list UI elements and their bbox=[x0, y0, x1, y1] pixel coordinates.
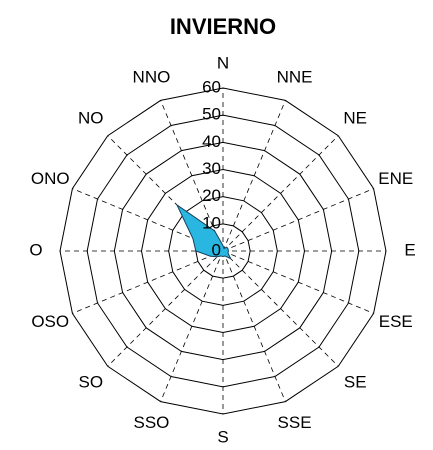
chart-title: INVIERNO bbox=[170, 14, 276, 39]
spoke bbox=[222, 135, 339, 252]
r-tick-label: 10 bbox=[202, 213, 221, 232]
spoke bbox=[222, 250, 374, 314]
direction-label: ENE bbox=[378, 169, 413, 188]
spoke bbox=[222, 250, 339, 367]
spoke bbox=[222, 250, 286, 402]
spoke bbox=[222, 100, 286, 252]
direction-label: NNO bbox=[133, 68, 171, 87]
direction-label: ONO bbox=[31, 169, 70, 188]
spoke bbox=[160, 100, 224, 252]
direction-label: NO bbox=[78, 108, 104, 127]
r-tick-label: 40 bbox=[202, 132, 221, 151]
direction-label: S bbox=[217, 427, 228, 446]
data-area bbox=[175, 203, 232, 260]
r-tick-label: 0 bbox=[212, 240, 221, 259]
spoke bbox=[160, 250, 224, 402]
direction-label: SE bbox=[344, 373, 367, 392]
direction-label: O bbox=[29, 240, 42, 259]
direction-label: N bbox=[217, 53, 229, 72]
direction-label: NNE bbox=[277, 68, 313, 87]
direction-label: OSO bbox=[31, 312, 69, 331]
spoke bbox=[107, 250, 224, 367]
direction-label: SSO bbox=[133, 413, 169, 432]
spoke bbox=[222, 188, 374, 252]
direction-label: E bbox=[404, 240, 415, 259]
r-tick-label: 50 bbox=[202, 105, 221, 124]
direction-label: SSE bbox=[278, 413, 312, 432]
spoke bbox=[72, 250, 224, 314]
direction-label: NE bbox=[343, 108, 367, 127]
direction-label: SO bbox=[78, 373, 103, 392]
r-tick-label: 60 bbox=[202, 77, 221, 96]
r-tick-label: 20 bbox=[202, 186, 221, 205]
r-tick-label: 30 bbox=[202, 159, 221, 178]
direction-label: ESE bbox=[379, 312, 413, 331]
